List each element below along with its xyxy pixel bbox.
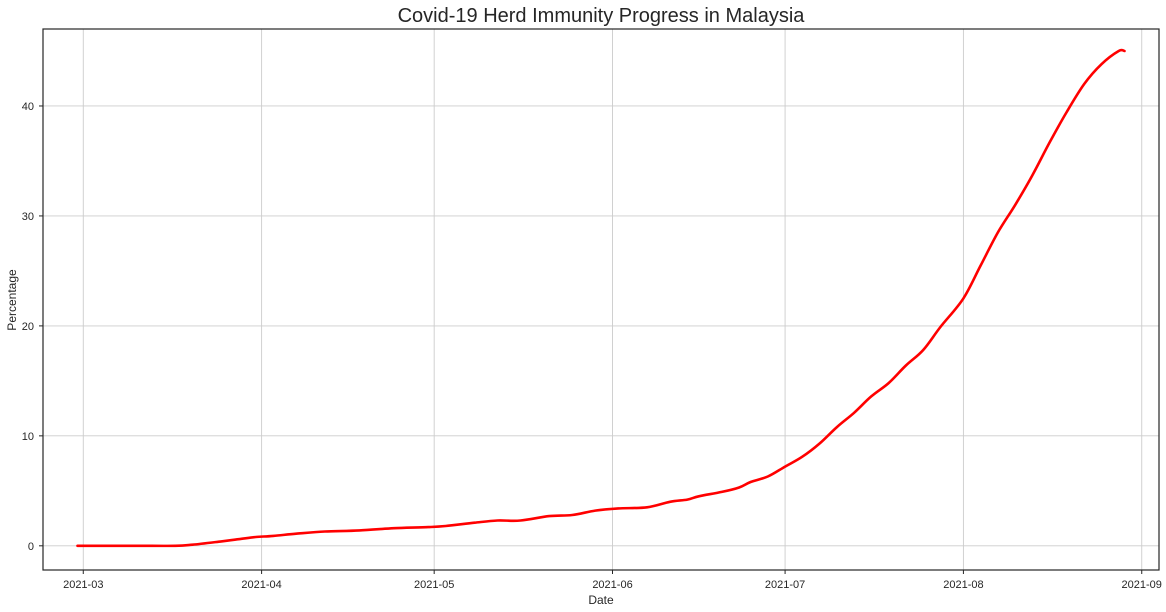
axis-ticks: 2021-03 2021-04 2021-05 2021-06 2021-07 2021-… (22, 101, 1162, 591)
series-layer (76, 48, 1126, 548)
x-tick-label: 2021-09 (1122, 579, 1162, 591)
plot-frame (42, 28, 1160, 571)
x-tick-label: 2021-05 (414, 579, 454, 591)
series-line (76, 48, 1126, 548)
y-tick-label: 30 (22, 211, 34, 223)
x-axis-label: Date (588, 593, 614, 607)
x-tick-label: 2021-08 (943, 579, 983, 591)
y-axis-label: Percentage (5, 269, 19, 331)
chart-title: Covid-19 Herd Immunity Progress in Malay… (398, 5, 806, 27)
x-tick-label: 2021-03 (63, 579, 103, 591)
y-tick-label: 0 (28, 541, 34, 553)
x-tick-label: 2021-04 (241, 579, 281, 591)
x-tick-label: 2021-07 (765, 579, 805, 591)
x-tick-label: 2021-06 (592, 579, 632, 591)
y-tick-label: 40 (22, 101, 34, 113)
y-tick-label: 10 (22, 431, 34, 443)
y-tick-label: 20 (22, 321, 34, 333)
